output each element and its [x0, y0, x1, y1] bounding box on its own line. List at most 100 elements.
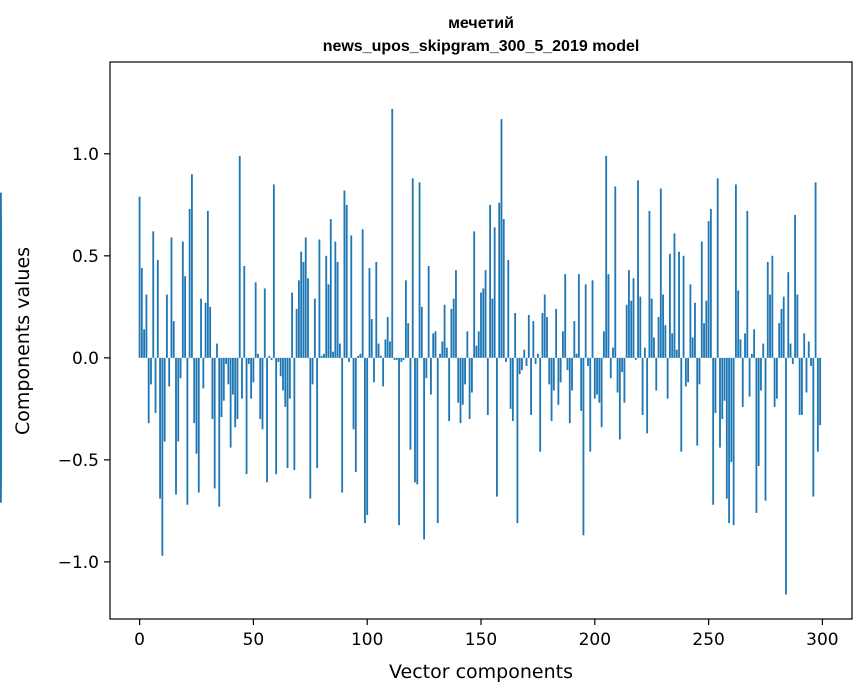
bar-component-176 — [539, 357, 542, 452]
bar-component-200 — [593, 357, 596, 399]
bar-component-80 — [320, 355, 323, 358]
bar-component-166 — [516, 357, 519, 524]
bar-component-84 — [329, 219, 332, 358]
bar-component-58 — [270, 357, 273, 360]
bar-component-125 — [423, 357, 426, 540]
bar-component-23 — [191, 174, 193, 358]
bar-component-157 — [496, 357, 498, 497]
bar-component-35 — [218, 357, 221, 507]
bar-component-7 — [154, 357, 157, 413]
bar-component-270 — [753, 329, 756, 358]
bar-component-281 — [778, 323, 781, 358]
bar-component-124 — [420, 306, 423, 358]
bar-component-208 — [612, 347, 614, 358]
bar-component-234 — [671, 333, 674, 358]
y-tick-label: −1.0 — [58, 553, 99, 573]
bar-component-2 — [143, 329, 146, 358]
bar-component-83 — [327, 284, 330, 358]
bar-component-189 — [568, 357, 571, 424]
bar-component-121 — [414, 357, 416, 483]
bar-component-53 — [259, 357, 262, 420]
bar-component-246 — [698, 357, 701, 385]
bar-component-undefined — [0, 357, 2, 503]
bar-component-126 — [425, 357, 428, 379]
bar-component-1 — [140, 268, 143, 358]
bar-component-45 — [241, 357, 243, 399]
bar-component-265 — [741, 357, 744, 407]
bar-component-258 — [725, 357, 728, 499]
bar-component-102 — [370, 319, 373, 358]
bar-component-91 — [345, 204, 348, 358]
bar-component-152 — [484, 270, 487, 358]
bar-component-225 — [650, 298, 653, 358]
bar-component-undefined — [0, 259, 2, 358]
bar-component-94 — [352, 357, 355, 430]
bar-component-224 — [648, 210, 651, 358]
bar-component-223 — [646, 357, 649, 434]
bar-component-288 — [794, 215, 797, 358]
bar-component-5 — [150, 357, 152, 385]
bar-component-145 — [468, 357, 471, 420]
bar-component-168 — [521, 357, 523, 371]
bar-component-177 — [541, 312, 544, 358]
bar-component-8 — [156, 259, 159, 358]
bar-component-186 — [562, 331, 564, 358]
bar-component-68 — [293, 357, 296, 471]
bar-component-210 — [616, 357, 619, 393]
bar-component-78 — [316, 357, 319, 469]
bar-component-117 — [404, 280, 407, 358]
bar-component-47 — [245, 357, 248, 475]
bar-component-199 — [591, 280, 594, 358]
bar-component-299 — [819, 357, 822, 426]
bar-component-171 — [527, 315, 530, 358]
bar-component-251 — [709, 208, 712, 358]
bar-component-197 — [587, 357, 589, 366]
bar-component-250 — [707, 221, 710, 358]
bar-component-74 — [307, 278, 309, 358]
bar-component-218 — [634, 357, 637, 360]
bar-component-92 — [348, 357, 350, 362]
bar-component-237 — [678, 251, 680, 358]
x-axis-ticks: 0 50 100 150 200 250 300 — [134, 619, 839, 650]
bar-component-132 — [439, 353, 441, 358]
bar-component-114 — [398, 357, 400, 526]
bar-component-139 — [455, 270, 457, 358]
chart-subtitle: news_upos_skipgram_300_5_2019 model — [323, 38, 640, 55]
bar-component-151 — [482, 288, 485, 358]
bar-component-116 — [402, 357, 405, 360]
bar-component-42 — [234, 357, 237, 428]
bar-component-248 — [703, 323, 705, 358]
bar-component-240 — [684, 357, 687, 387]
bar-component-228 — [657, 317, 660, 358]
bar-component-138 — [452, 298, 455, 358]
bar-component-122 — [416, 357, 419, 485]
bar-component-175 — [536, 353, 539, 358]
bar-component-269 — [750, 353, 753, 358]
bar-component-25 — [195, 357, 198, 454]
bar-component-162 — [507, 259, 510, 358]
bar-component-182 — [552, 357, 555, 391]
bar-component-263 — [737, 290, 740, 358]
bar-component-262 — [735, 184, 737, 358]
bar-component-155 — [491, 298, 494, 358]
bar-component-217 — [632, 278, 635, 358]
bar-component-113 — [395, 357, 398, 360]
bar-component-236 — [675, 349, 678, 358]
bar-component-40 — [229, 357, 232, 448]
bar-component-264 — [739, 339, 742, 358]
bar-component-273 — [760, 357, 762, 391]
bar-component-98 — [361, 229, 364, 358]
bar-component-137 — [450, 308, 453, 358]
bar-component-194 — [580, 357, 583, 411]
bar-component-41 — [232, 357, 234, 395]
bar-component-131 — [436, 357, 439, 524]
bar-component-11 — [163, 357, 166, 442]
bar-component-108 — [384, 339, 387, 358]
bar-component-43 — [236, 357, 239, 420]
bar-component-178 — [543, 294, 546, 358]
bar-component-289 — [796, 294, 799, 358]
bar-component-129 — [432, 333, 435, 358]
bar-component-120 — [411, 178, 414, 358]
bar-component-118 — [407, 323, 410, 358]
x-tick-label: 150 — [465, 630, 497, 650]
